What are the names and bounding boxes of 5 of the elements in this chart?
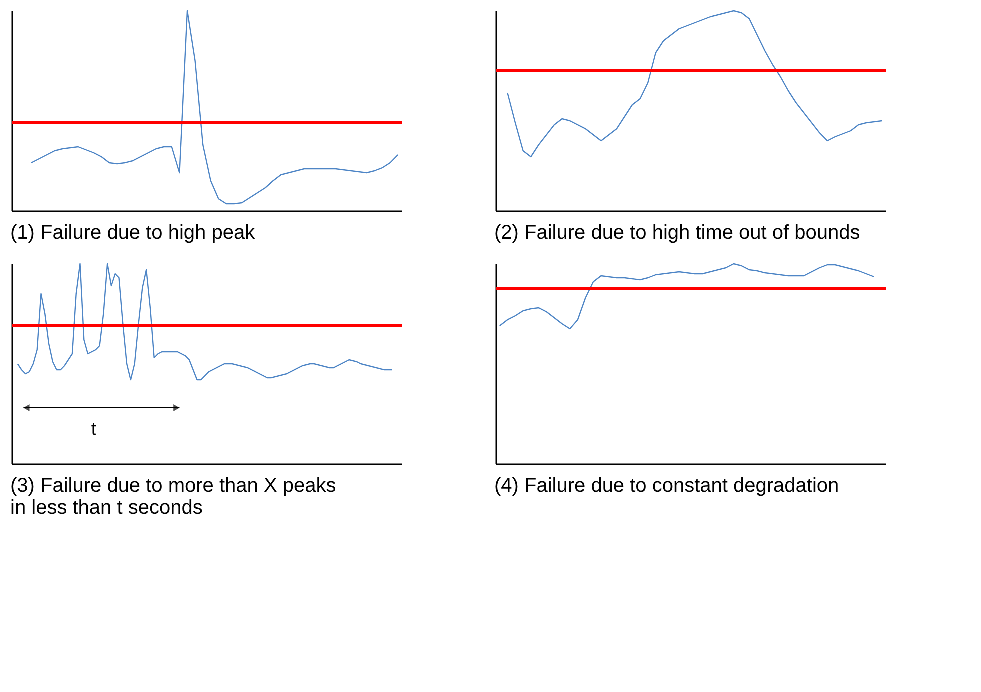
text: (1) Failure due to high peak: [10, 222, 256, 244]
text: (3) Failure due to more than X peaks in less than t seconds: [10, 475, 336, 519]
text: (2) Failure due to high time out of bounds: [494, 222, 860, 244]
text: (4) Failure due to constant degradation: [494, 475, 840, 497]
annotation: t: [91, 419, 96, 439]
